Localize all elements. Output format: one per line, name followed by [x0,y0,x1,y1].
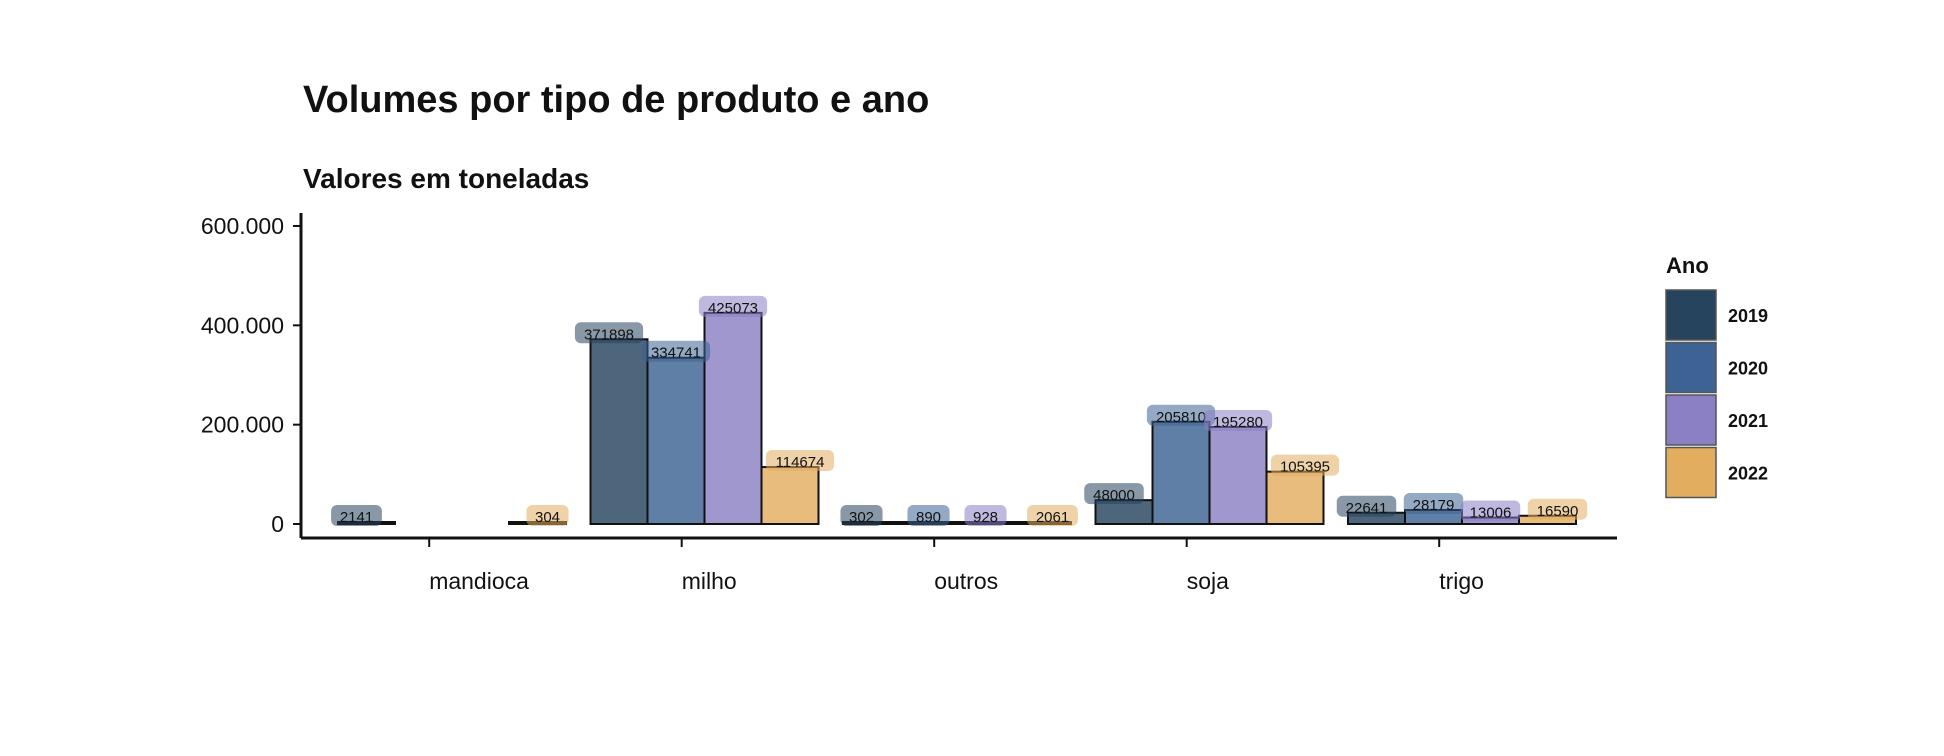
bar-value-label: 2141 [340,509,373,526]
bar-label-bg [964,505,1007,526]
bar-milho-2019 [589,338,649,525]
bar-label-bg [331,505,382,526]
x-tick-label: milho [682,568,737,594]
bar-labels-group: 2141 304 371898 334741 425073 114674 302 890 928… [331,295,1588,526]
y-tick-label: 200.000 [201,412,284,438]
bar-value-label: 205810 [1156,409,1206,426]
legend-key-2019 [1665,289,1717,341]
y-tick-label: 400.000 [201,312,284,338]
bar-label-bg [698,295,768,317]
bar-value-label: 302 [849,509,874,526]
bar-value-label: 13006 [1470,505,1512,522]
legend-key-2020 [1665,341,1717,394]
legend-label-2021: 2021 [1728,411,1768,431]
chart-subtitle: Valores em toneladas [303,163,589,194]
bar-label-bg [1027,505,1078,526]
bar-value-label: 371898 [584,326,634,343]
bars-group [337,311,1577,526]
bar-value-label: 304 [535,509,560,526]
bar-label-bg [574,322,644,344]
bar-value-label: 22641 [1346,500,1388,517]
bar-value-label: 928 [973,509,998,526]
bar-value-label: 16590 [1537,503,1579,520]
axes: 0 200.000 400.000 600.000 mandioca milho outro… [201,213,1617,594]
bar-soja-2022 [1265,470,1325,525]
x-tick-label: trigo [1439,568,1484,594]
bar-value-label: 890 [916,509,941,526]
bar-value-label: 425073 [708,300,758,317]
y-tick-label: 0 [271,511,284,537]
bar-value-label: 48000 [1093,487,1135,504]
bar-value-label: 195280 [1213,414,1263,431]
bar-value-label: 105395 [1280,459,1330,476]
legend-title: Ano [1666,253,1709,278]
bar-label-bg [1084,483,1144,505]
bar-label-bg [1403,493,1464,515]
x-tick-label: soja [1187,568,1229,594]
bar-label-bg [641,340,711,362]
x-tick-label: mandioca [429,568,529,594]
bar-value-label: 114674 [776,454,825,471]
bar-label-bg [1527,498,1588,520]
bar-milho-2021 [703,311,763,525]
bar-label-bg [907,505,950,526]
y-tick-label: 600.000 [201,213,284,239]
legend: Ano 2019 2020 2021 2022 [1665,253,1768,499]
bar-label-bg [1146,404,1216,426]
legend-key-2022 [1665,446,1717,499]
legend-label-2022: 2022 [1728,464,1768,484]
bar-soja-2020 [1151,420,1211,525]
bar-value-label: 334741 [651,345,701,362]
x-tick-label: outros [934,568,998,594]
bar-soja-2021 [1208,426,1268,525]
legend-label-2019: 2019 [1728,306,1768,326]
bar-label-bg [1460,500,1521,522]
legend-key-2021 [1665,394,1717,446]
legend-label-2020: 2020 [1728,359,1768,379]
bar-label-bg [526,505,569,526]
bar-label-bg [1270,454,1340,476]
bar-label-bg [765,450,835,472]
bar-label-bg [1203,410,1273,432]
chart-title: Volumes por tipo de produto e ano [303,79,929,121]
bar-label-bg [840,505,883,526]
bar-value-label: 28179 [1413,497,1455,514]
bar-milho-2020 [646,356,706,525]
bar-milho-2022 [760,466,820,526]
bar-label-bg [1336,495,1397,517]
bar-value-label: 2061 [1036,509,1069,526]
